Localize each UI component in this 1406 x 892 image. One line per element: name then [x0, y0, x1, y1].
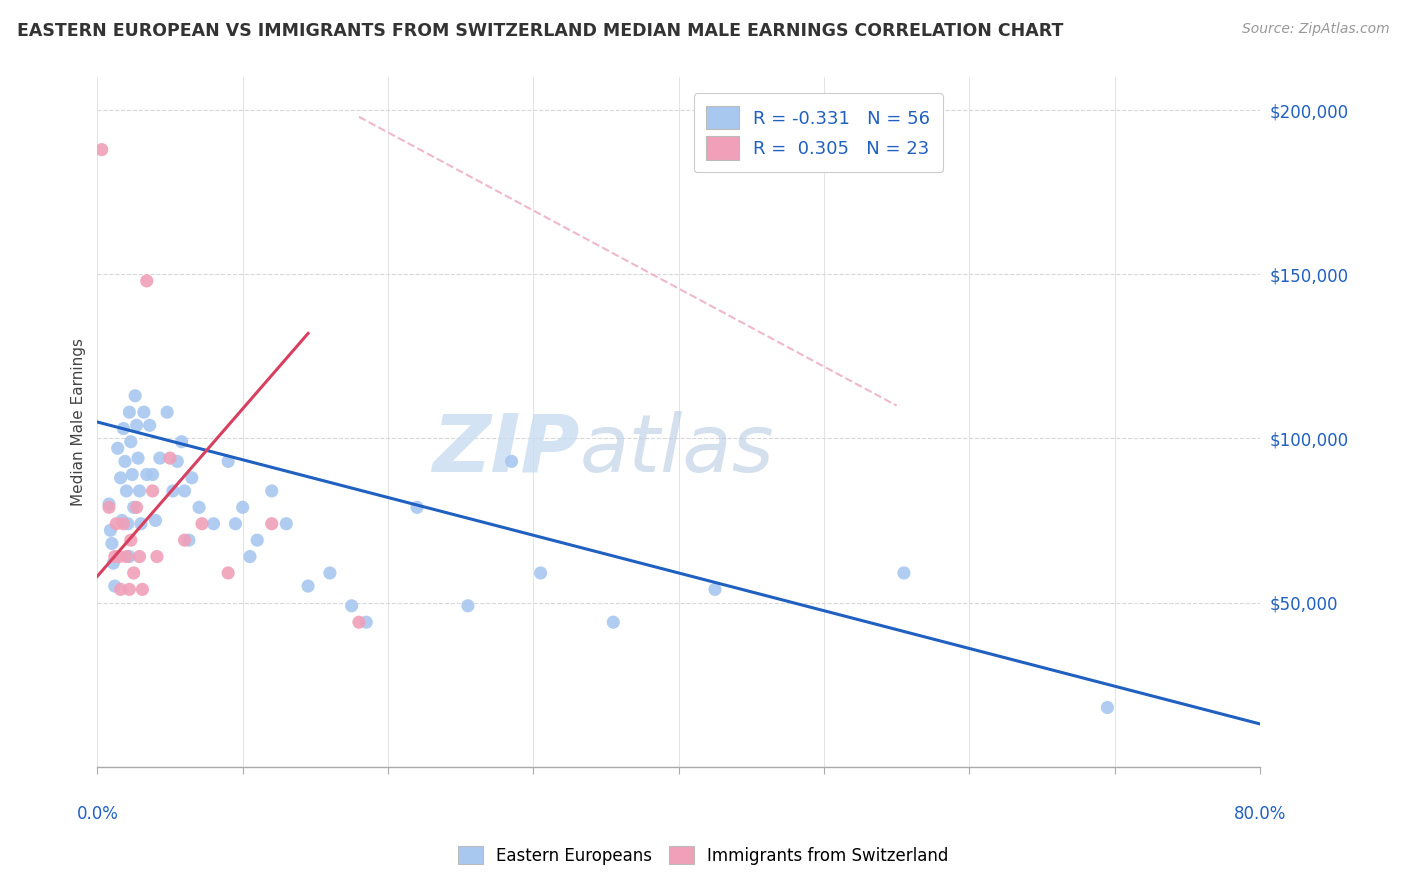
Text: Source: ZipAtlas.com: Source: ZipAtlas.com — [1241, 22, 1389, 37]
Point — [98, 500, 121, 515]
Point — [135, 274, 157, 288]
Point — [180, 471, 202, 485]
Point — [457, 599, 479, 613]
Point — [127, 451, 149, 466]
Point — [276, 516, 298, 531]
Point — [260, 516, 283, 531]
Point — [893, 566, 915, 580]
Point — [112, 421, 135, 435]
Point — [529, 566, 551, 580]
Point — [118, 582, 141, 597]
Text: ZIP: ZIP — [433, 410, 579, 489]
Point — [704, 582, 727, 597]
Point — [121, 467, 143, 482]
Point — [117, 516, 139, 531]
Point — [135, 467, 157, 482]
Point — [111, 513, 134, 527]
Point — [131, 582, 153, 597]
Point — [125, 418, 148, 433]
Point — [104, 579, 127, 593]
Point — [319, 566, 342, 580]
Point — [128, 483, 150, 498]
Point — [107, 442, 129, 456]
Point — [501, 454, 523, 468]
Point — [354, 615, 377, 630]
Point — [104, 549, 127, 564]
Point — [217, 566, 239, 580]
Point — [162, 483, 184, 498]
Point — [159, 451, 181, 466]
Point — [602, 615, 624, 630]
Point — [217, 454, 239, 468]
Point — [132, 405, 155, 419]
Point — [145, 513, 167, 527]
Point — [103, 556, 125, 570]
Point — [122, 566, 145, 580]
Point — [115, 483, 138, 498]
Legend: Eastern Europeans, Immigrants from Switzerland: Eastern Europeans, Immigrants from Switz… — [450, 838, 956, 873]
Point — [118, 549, 141, 564]
Point — [1097, 700, 1119, 714]
Point — [177, 533, 200, 548]
Point — [340, 599, 363, 613]
Point — [114, 454, 136, 468]
Legend: R = -0.331   N = 56, R =  0.305   N = 23: R = -0.331 N = 56, R = 0.305 N = 23 — [693, 94, 943, 172]
Text: 0.0%: 0.0% — [76, 805, 118, 823]
Point — [90, 143, 112, 157]
Point — [173, 533, 195, 548]
Text: 80.0%: 80.0% — [1234, 805, 1286, 823]
Text: EASTERN EUROPEAN VS IMMIGRANTS FROM SWITZERLAND MEDIAN MALE EARNINGS CORRELATION: EASTERN EUROPEAN VS IMMIGRANTS FROM SWIT… — [17, 22, 1063, 40]
Point — [118, 405, 141, 419]
Point — [110, 471, 132, 485]
Point — [260, 483, 283, 498]
Point — [232, 500, 254, 515]
Point — [110, 582, 132, 597]
Point — [149, 451, 172, 466]
Point — [138, 418, 160, 433]
Point — [246, 533, 269, 548]
Point — [202, 516, 225, 531]
Point — [100, 524, 122, 538]
Point — [124, 389, 146, 403]
Point — [105, 516, 128, 531]
Point — [108, 549, 131, 564]
Point — [188, 500, 211, 515]
Point — [191, 516, 214, 531]
Point — [297, 579, 319, 593]
Point — [98, 497, 121, 511]
Point — [125, 500, 148, 515]
Text: atlas: atlas — [579, 410, 775, 489]
Point — [142, 467, 165, 482]
Point — [122, 500, 145, 515]
Point — [156, 405, 179, 419]
Point — [406, 500, 429, 515]
Point — [347, 615, 370, 630]
Point — [112, 516, 135, 531]
Point — [239, 549, 262, 564]
Point — [224, 516, 246, 531]
Point — [120, 533, 142, 548]
Point — [142, 483, 165, 498]
Point — [101, 536, 124, 550]
Y-axis label: Median Male Earnings: Median Male Earnings — [72, 338, 86, 506]
Point — [120, 434, 142, 449]
Point — [166, 454, 188, 468]
Point — [115, 549, 138, 564]
Point — [170, 434, 193, 449]
Point — [128, 549, 150, 564]
Point — [129, 516, 152, 531]
Point — [173, 483, 195, 498]
Point — [146, 549, 169, 564]
